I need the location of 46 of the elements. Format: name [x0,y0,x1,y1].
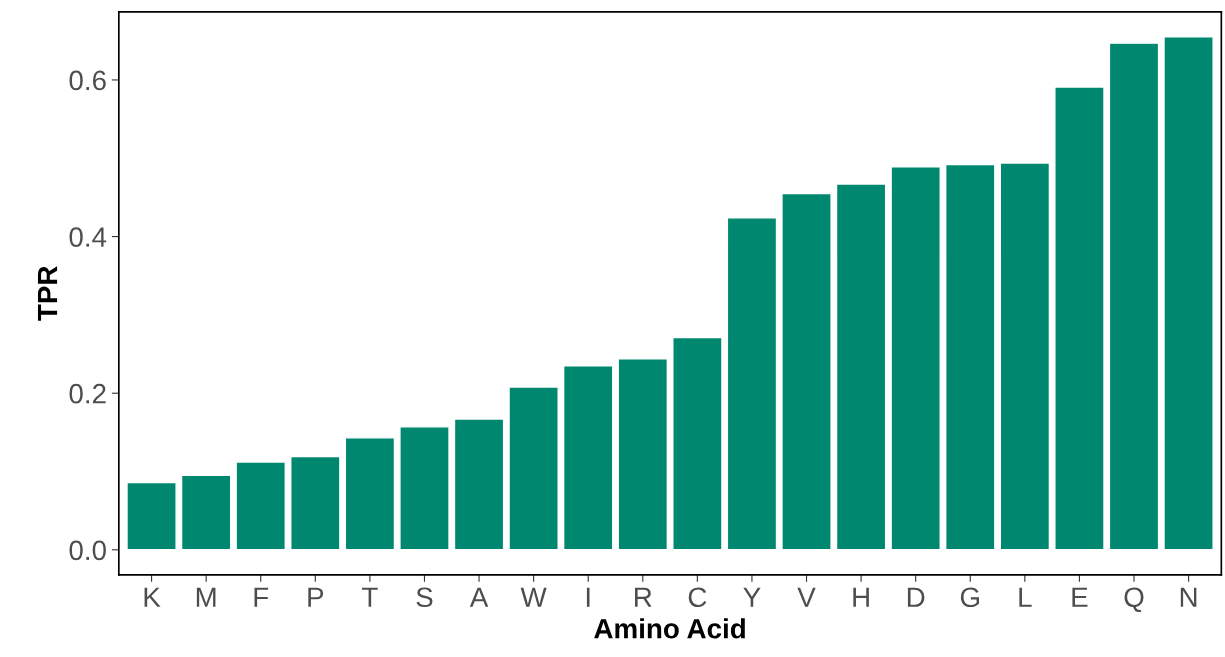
x-tick-label: F [254,587,269,607]
x-tick-label: L [1019,587,1032,607]
bar [781,192,832,551]
bar [453,418,505,551]
bar [508,386,559,551]
x-tick-label: R [635,587,652,607]
bar [344,437,396,551]
y-axis-title: TPR [37,266,58,321]
bar [399,426,450,551]
bar [617,358,669,551]
bar [890,166,941,551]
bar [1163,36,1214,551]
bar [562,365,614,551]
x-axis-title: Amino Acid [594,618,745,639]
y-tick-label: 0.6 [69,70,106,91]
x-tick-label: D [907,587,925,607]
y-tick-label: 0.4 [69,227,107,247]
bar [999,162,1051,551]
bar [835,183,887,551]
x-tick-label: E [1072,587,1088,607]
x-tick-label: V [797,587,816,607]
x-tick-label: N [1180,587,1197,607]
x-tick-label: M [196,587,216,607]
y-tick-label: 0.0 [69,540,106,561]
bar [290,455,341,551]
bar [945,163,996,551]
x-tick-label: K [144,587,161,607]
x-tick-label: Y [743,587,761,607]
bar [672,336,723,551]
x-tick-label: I [586,587,590,607]
x-tick-label: H [853,587,869,607]
bar [1054,86,1105,551]
bar [235,461,286,551]
x-tick-label: W [520,587,547,607]
x-tick-label: A [469,587,489,607]
x-tick-label: P [308,587,324,607]
x-tick-label: S [416,587,433,608]
bar [180,474,232,551]
bar [126,481,177,551]
x-tick-label: G [960,587,979,608]
x-tick-label: T [362,587,378,607]
y-tick-label: 0.2 [69,383,106,404]
bar [1108,42,1160,551]
x-tick-label: Q [1124,587,1144,613]
bar [726,217,778,551]
x-tick-label: C [688,587,707,608]
